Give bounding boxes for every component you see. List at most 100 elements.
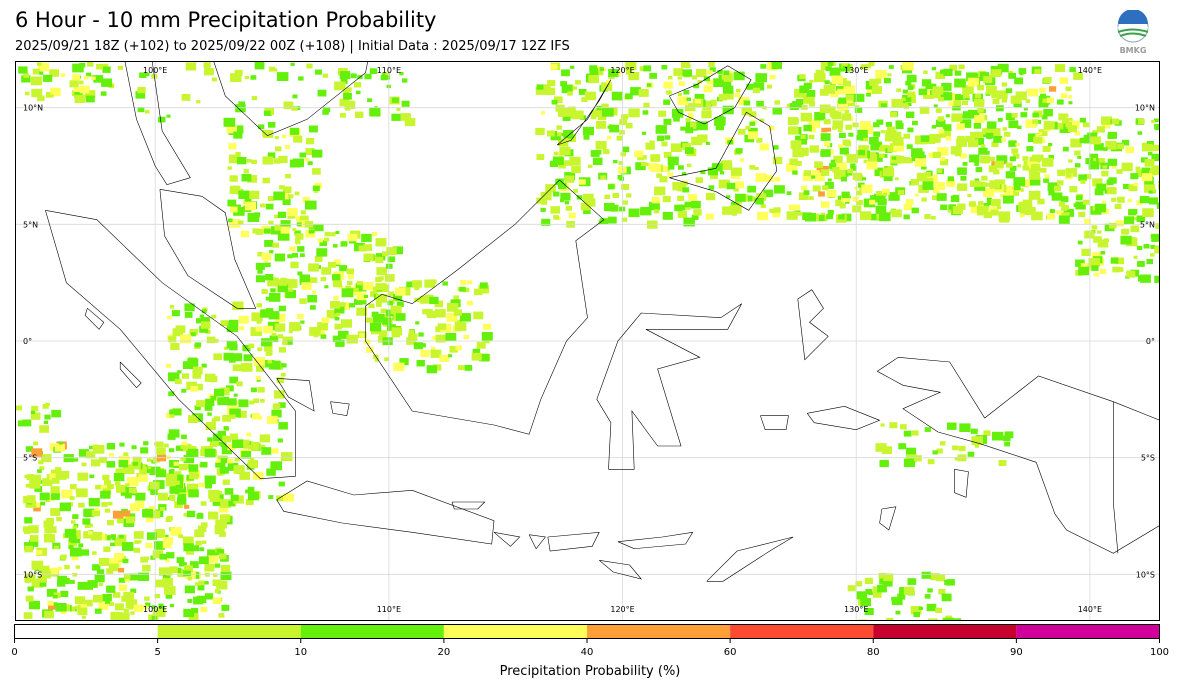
precip-cell xyxy=(1068,159,1073,163)
map-border xyxy=(15,61,1160,621)
precip-cell xyxy=(336,312,341,316)
precip-cell xyxy=(401,100,410,107)
precip-cell xyxy=(567,106,576,113)
precip-cell xyxy=(279,185,285,190)
precip-cell xyxy=(247,175,258,183)
precip-cell xyxy=(811,170,820,177)
precip-cell xyxy=(185,62,197,71)
precip-cell xyxy=(600,175,606,180)
precip-cell xyxy=(194,405,201,411)
precip-cell xyxy=(691,75,697,80)
colorbar-bin xyxy=(1016,624,1160,639)
precip-cell xyxy=(556,125,563,130)
precip-cell xyxy=(545,87,556,96)
precip-cell xyxy=(903,214,910,220)
precipitation-map[interactable]: 100°E 100°E 110°E 110°E 120°E 120°E 130°E 130°E… xyxy=(15,61,1160,621)
precip-cell xyxy=(985,132,994,139)
precip-cell xyxy=(1143,244,1150,249)
precip-cell xyxy=(163,443,169,448)
precip-cell xyxy=(346,268,354,275)
precip-cell xyxy=(250,387,257,393)
precip-cell xyxy=(217,491,223,495)
precip-cell xyxy=(102,66,111,73)
precip-cell xyxy=(710,172,718,179)
map-title: 6 Hour - 10 mm Precipitation Probability xyxy=(15,8,437,32)
precip-cell xyxy=(837,195,844,200)
precip-cell xyxy=(677,97,689,106)
precip-cell xyxy=(204,475,216,485)
precip-cell xyxy=(261,252,272,261)
precip-cell xyxy=(1136,200,1143,206)
precip-cell xyxy=(463,287,470,293)
precip-cell xyxy=(983,76,993,84)
precip-cell xyxy=(942,124,952,131)
precip-cell xyxy=(274,253,285,262)
precip-cell xyxy=(590,114,597,120)
precip-cell xyxy=(229,175,238,182)
precip-cell xyxy=(677,92,682,97)
precip-cell xyxy=(41,454,52,463)
precip-cell xyxy=(304,158,310,162)
precip-cell xyxy=(936,193,947,201)
precip-cell xyxy=(217,498,222,502)
precip-cell xyxy=(186,510,196,518)
precip-cell xyxy=(432,336,438,340)
precip-cell xyxy=(1121,162,1133,172)
precip-cell xyxy=(1090,136,1101,145)
precip-cell xyxy=(795,135,802,141)
precip-cell xyxy=(204,373,216,382)
precip-cell xyxy=(1094,203,1107,213)
precip-cell xyxy=(682,181,688,185)
precip-cell xyxy=(200,461,208,468)
precip-cell xyxy=(891,596,903,606)
precip-cell xyxy=(251,312,263,322)
precip-cell xyxy=(795,161,802,166)
precip-cell xyxy=(282,340,288,345)
precip-cell xyxy=(96,64,104,70)
precip-cell xyxy=(283,493,294,502)
precip-cell xyxy=(223,117,236,127)
precip-cell xyxy=(196,318,203,324)
coastline-palawan xyxy=(556,79,612,146)
precip-cell xyxy=(1013,177,1026,187)
precip-cell xyxy=(847,168,854,174)
precip-cell xyxy=(708,61,715,67)
precip-cell xyxy=(213,353,223,361)
precip-cell xyxy=(621,183,629,190)
precip-cell xyxy=(192,366,203,375)
precip-cell xyxy=(1043,121,1055,130)
precip-cell xyxy=(238,326,245,331)
precip-cell xyxy=(560,192,571,201)
precip-cell xyxy=(1066,173,1072,178)
precip-cell xyxy=(911,148,923,158)
precip-cell xyxy=(940,204,948,210)
precip-cell xyxy=(635,162,646,171)
precip-cell xyxy=(1074,131,1081,136)
precip-cell xyxy=(919,106,930,114)
precip-cell xyxy=(960,119,972,128)
precip-cell xyxy=(595,150,602,155)
precip-cell xyxy=(206,446,214,451)
precip-cell xyxy=(200,501,207,506)
precip-cell xyxy=(650,163,661,172)
coastline-visayas xyxy=(669,65,752,125)
precip-cell xyxy=(641,155,647,160)
precip-cell xyxy=(33,502,40,508)
precip-cell xyxy=(760,64,767,69)
precip-cell xyxy=(1124,216,1135,225)
precip-cell xyxy=(278,279,288,286)
precip-cell xyxy=(800,134,806,139)
precip-cell xyxy=(272,403,281,410)
precip-cell xyxy=(200,606,208,613)
coastline-boundary xyxy=(1113,401,1119,554)
precip-cell xyxy=(906,144,913,149)
precip-cell xyxy=(222,479,230,485)
precip-cell xyxy=(289,246,296,252)
precip-cell xyxy=(684,103,696,112)
precip-cell xyxy=(690,122,699,129)
precip-cell xyxy=(619,206,626,212)
precip-cell xyxy=(1036,119,1042,124)
precip-cell xyxy=(459,313,471,322)
precip-cell xyxy=(39,466,45,471)
colorbar-tick-label: 90 xyxy=(1010,647,1023,658)
